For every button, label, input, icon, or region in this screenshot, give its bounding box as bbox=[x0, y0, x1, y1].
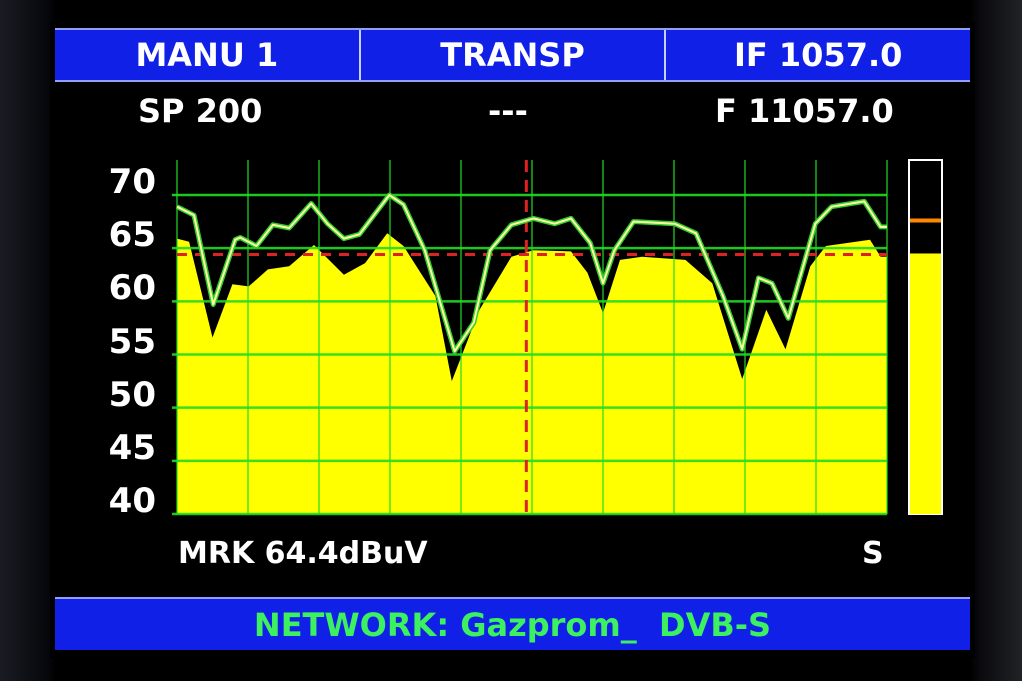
y-tick-label: 60 bbox=[108, 268, 156, 309]
y-tick-label: 40 bbox=[108, 481, 156, 521]
function-label: TRANSP bbox=[358, 30, 665, 80]
y-tick-label: 55 bbox=[108, 321, 156, 362]
peak-trace bbox=[176, 194, 887, 353]
y-tick-label: 70 bbox=[108, 162, 156, 202]
mode-label: MANU 1 bbox=[135, 36, 279, 74]
y-tick-label: 50 bbox=[108, 374, 156, 415]
marker-readout: MRK 64.4dBuV bbox=[178, 536, 428, 571]
y-tick-label: 45 bbox=[108, 427, 156, 468]
y-tick-label: 65 bbox=[108, 215, 156, 256]
span-readout: SP 200 bbox=[138, 92, 263, 130]
frequency-readout: F 11057.0 bbox=[715, 92, 894, 130]
status-letter: S bbox=[862, 536, 884, 571]
if-frequency: IF 1057.0 bbox=[664, 30, 970, 80]
header-bar: MANU 1 TRANSP IF 1057.0 bbox=[55, 28, 970, 82]
level-bar-fill bbox=[910, 253, 941, 514]
footer-bar: NETWORK: Gazprom_ DVB-S bbox=[55, 597, 970, 650]
center-readout: --- bbox=[488, 92, 528, 130]
network-info: NETWORK: Gazprom_ DVB-S bbox=[253, 605, 772, 644]
